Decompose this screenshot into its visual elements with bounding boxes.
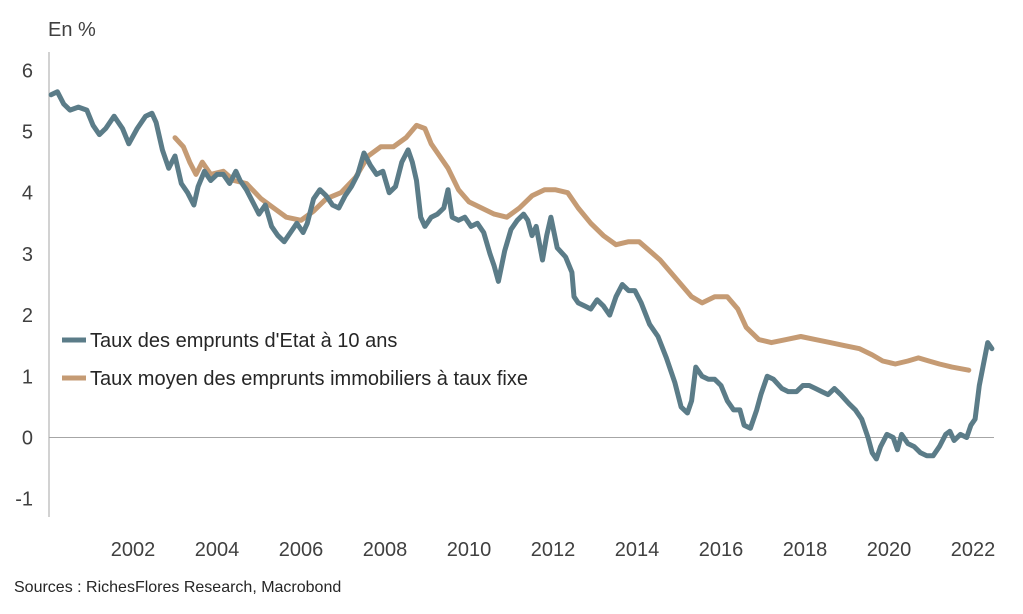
series-line-gov-bond [48,89,995,462]
x-tick-label: 2014 [615,539,660,561]
x-tick-label: 2018 [783,539,828,561]
x-tick-label: 2004 [195,539,240,561]
y-tick-label: 3 [22,244,33,266]
x-tick-label: 2022 [951,539,996,561]
legend-label-mortgage: Taux moyen des emprunts immobiliers à ta… [90,368,528,390]
source-note: Sources : RichesFlores Research, Macrobo… [14,579,341,596]
y-axis-ticks: -1 0 1 2 3 4 5 6 [15,60,33,510]
y-tick-label: 5 [22,122,33,144]
x-tick-label: 2020 [867,539,912,561]
x-tick-label: 2008 [363,539,408,561]
x-axis-ticks: 2002 2004 2006 2008 2010 2012 2014 2016 2018 2020… [111,539,996,561]
legend-item-gov-bond: Taux des emprunts d'Etat à 10 ans [62,330,397,352]
x-tick-label: 2016 [699,539,744,561]
y-tick-label: 6 [22,60,33,82]
legend-item-mortgage: Taux moyen des emprunts immobiliers à ta… [62,368,528,390]
y-tick-label: -1 [15,489,33,511]
series-line-mortgage [172,122,972,373]
y-unit-label: En % [48,19,96,41]
legend: Taux des emprunts d'Etat à 10 ans Taux m… [62,330,528,390]
x-tick-label: 2012 [531,539,576,561]
series-layer [48,89,995,462]
y-tick-label: 2 [22,305,33,327]
y-tick-label: 0 [22,427,33,449]
x-tick-label: 2002 [111,539,156,561]
x-tick-label: 2006 [279,539,324,561]
x-tick-label: 2010 [447,539,492,561]
legend-label-gov-bond: Taux des emprunts d'Etat à 10 ans [90,330,397,352]
y-tick-label: 4 [22,183,33,205]
y-tick-label: 1 [22,366,33,388]
